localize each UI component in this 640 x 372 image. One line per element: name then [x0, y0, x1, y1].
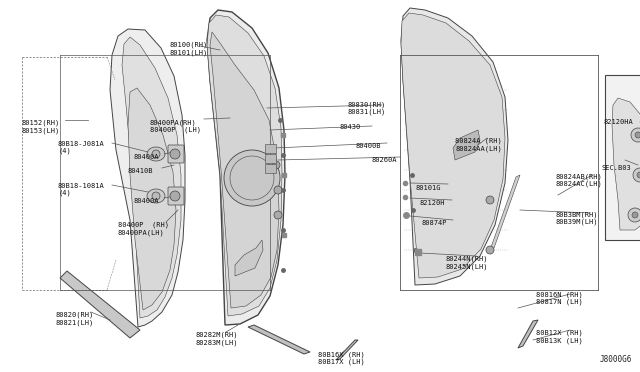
Circle shape — [152, 192, 160, 200]
FancyBboxPatch shape — [168, 145, 184, 163]
Circle shape — [632, 212, 638, 218]
Polygon shape — [210, 32, 279, 308]
Circle shape — [152, 150, 160, 158]
Text: 80101G: 80101G — [416, 185, 442, 191]
Polygon shape — [401, 13, 505, 278]
Circle shape — [631, 128, 640, 142]
Circle shape — [628, 208, 640, 222]
Text: 80152(RH)
80153(LH): 80152(RH) 80153(LH) — [22, 120, 60, 134]
Ellipse shape — [147, 189, 165, 203]
Text: 82120HA: 82120HA — [604, 119, 634, 125]
Polygon shape — [612, 98, 640, 230]
Polygon shape — [128, 88, 176, 310]
Polygon shape — [207, 10, 285, 325]
Text: 80430: 80430 — [340, 124, 361, 130]
Text: 80B12X (RH)
80B13K (LH): 80B12X (RH) 80B13K (LH) — [536, 330, 583, 344]
Circle shape — [272, 161, 280, 169]
Circle shape — [274, 211, 282, 219]
Circle shape — [633, 168, 640, 182]
Circle shape — [170, 149, 180, 159]
Polygon shape — [453, 130, 480, 160]
Text: 80260A: 80260A — [371, 157, 397, 163]
Polygon shape — [401, 8, 508, 285]
Text: 80824AB(RH)
80824AC(LH): 80824AB(RH) 80824AC(LH) — [556, 173, 603, 187]
FancyBboxPatch shape — [264, 164, 275, 173]
Polygon shape — [235, 240, 263, 276]
Text: 80830(RH)
80831(LH): 80830(RH) 80831(LH) — [348, 101, 387, 115]
Text: 80B18-J081A
(4): 80B18-J081A (4) — [58, 141, 105, 154]
Polygon shape — [248, 325, 310, 354]
Ellipse shape — [147, 147, 165, 161]
Text: 80400PA(RH)
80400P  (LH): 80400PA(RH) 80400P (LH) — [150, 119, 201, 133]
Text: 80410B: 80410B — [128, 168, 154, 174]
Text: J8000G6: J8000G6 — [600, 355, 632, 364]
Polygon shape — [490, 175, 520, 250]
Text: 80400B: 80400B — [355, 143, 381, 149]
Circle shape — [486, 196, 494, 204]
Text: 80B16X (RH)
80B17X (LH): 80B16X (RH) 80B17X (LH) — [318, 351, 365, 365]
FancyBboxPatch shape — [168, 187, 184, 205]
Circle shape — [224, 150, 280, 206]
Polygon shape — [207, 15, 282, 316]
Polygon shape — [122, 37, 181, 318]
Polygon shape — [336, 340, 358, 360]
Text: SEC.B03: SEC.B03 — [602, 165, 632, 171]
FancyBboxPatch shape — [264, 154, 275, 163]
Circle shape — [170, 191, 180, 201]
Circle shape — [274, 186, 282, 194]
Polygon shape — [110, 29, 185, 327]
Text: 80B3BM(RH)
80B39M(LH): 80B3BM(RH) 80B39M(LH) — [556, 211, 598, 225]
Text: 82120H: 82120H — [420, 200, 445, 206]
Text: 80282M(RH)
80283M(LH): 80282M(RH) 80283M(LH) — [196, 332, 239, 346]
Circle shape — [486, 246, 494, 254]
Polygon shape — [60, 271, 140, 338]
Text: 80820(RH)
80821(LH): 80820(RH) 80821(LH) — [55, 312, 93, 326]
Circle shape — [635, 132, 640, 138]
Text: 80400A: 80400A — [133, 198, 159, 204]
Text: 80400P  (RH)
80400PA(LH): 80400P (RH) 80400PA(LH) — [118, 222, 169, 236]
Text: 80100(RH)
80101(LH): 80100(RH) 80101(LH) — [170, 42, 208, 56]
Text: 80244N(RH)
80245N(LH): 80244N(RH) 80245N(LH) — [445, 256, 488, 270]
Polygon shape — [518, 320, 538, 348]
Text: 80B18-1081A
(4): 80B18-1081A (4) — [58, 183, 105, 196]
Circle shape — [637, 172, 640, 178]
FancyBboxPatch shape — [264, 144, 275, 153]
Text: 80816N (RH)
80817N (LH): 80816N (RH) 80817N (LH) — [536, 291, 583, 305]
Text: 80874P: 80874P — [422, 220, 447, 226]
Text: 80400A: 80400A — [133, 154, 159, 160]
Bar — [605, 75, 640, 240]
Text: 80824A (RH)
80824AA(LH): 80824A (RH) 80824AA(LH) — [455, 138, 502, 152]
